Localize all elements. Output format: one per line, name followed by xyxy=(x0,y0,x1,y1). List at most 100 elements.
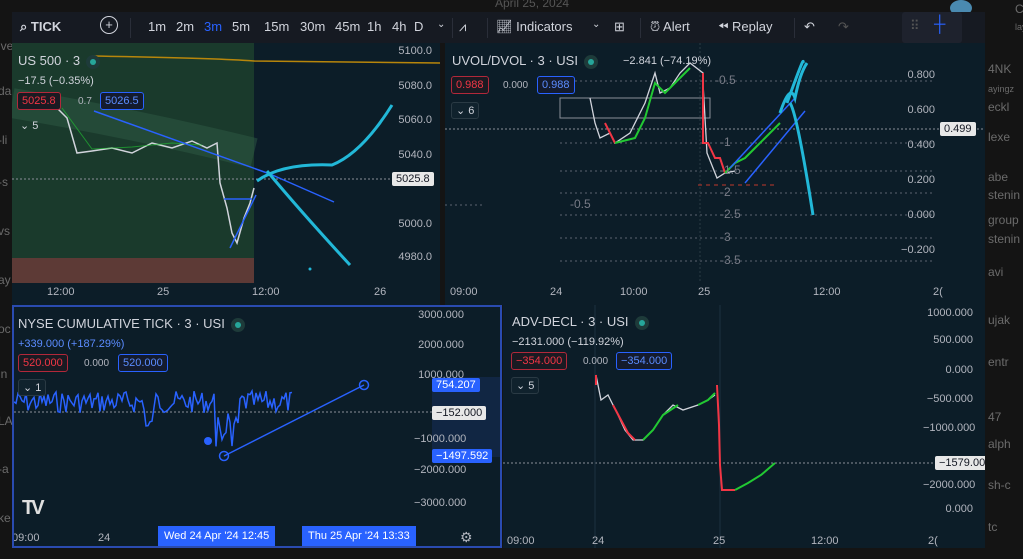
symbol-title[interactable]: ADV-DECL · 3 · USI xyxy=(512,314,649,330)
chart-pane-us500[interactable]: US 500 · 3 −17.5 (−0.35%) 5025.8 0.7 502… xyxy=(12,43,440,305)
buy-price-button[interactable]: 5026.5 xyxy=(100,92,144,110)
fib-level-label: -2 xyxy=(720,185,731,199)
chart-pane-nyse-tick[interactable]: NYSE CUMULATIVE TICK · 3 · USI +339.000 … xyxy=(12,305,502,548)
fib-level-label: -3 xyxy=(720,230,731,244)
price-change: −2.841 (−74.19%) xyxy=(623,55,712,67)
drawing-end-date-tooltip: Thu 25 Apr '24 13:33 xyxy=(302,526,416,546)
background-text: in xyxy=(0,366,8,381)
x-axis-label: 09:00 xyxy=(12,532,40,544)
indicators-button[interactable]: 📈︎ Indicators xyxy=(496,19,573,34)
market-status-dot-icon xyxy=(634,315,649,330)
indicators-chevron-down-icon[interactable]: ⌄ xyxy=(592,19,601,30)
session-background xyxy=(12,43,254,283)
y-axis-label: 5080.0 xyxy=(398,80,432,92)
y-axis-label: 5000.0 xyxy=(398,218,432,230)
floating-toolbar: ⠿ ┼ xyxy=(902,12,962,43)
y-axis-label: 5100.0 xyxy=(398,45,432,57)
drawing-start-date-tooltip: Wed 24 Apr '24 12:45 xyxy=(158,526,276,546)
sell-price-button[interactable]: −354.000 xyxy=(511,352,568,370)
background-text: stenin xyxy=(988,232,1021,246)
y-axis-label: −1000.000 xyxy=(923,422,976,434)
undo-icon[interactable]: ↶ xyxy=(804,19,815,34)
symbol-title[interactable]: NYSE CUMULATIVE TICK · 3 · USI xyxy=(18,316,245,332)
layouts-grid-icon[interactable]: ⊞ xyxy=(614,19,625,34)
collapse-indicators-button[interactable]: ⌄ 1 xyxy=(18,379,47,396)
x-axis-label: 25 xyxy=(157,286,170,298)
x-axis-label: 2( xyxy=(928,535,938,547)
y-axis-label: 5040.0 xyxy=(398,149,432,161)
y-axis-label: 1000.000 xyxy=(927,307,973,319)
crosshair-icon[interactable]: ┼ xyxy=(934,16,946,33)
interval-chevron-down-icon[interactable]: ⌄ xyxy=(437,19,446,30)
sell-price-button[interactable]: 5025.8 xyxy=(17,92,61,110)
collapse-indicators-button[interactable]: ⌄ 5 xyxy=(20,120,39,132)
background-text: ujak xyxy=(988,313,1011,327)
chart-type-line-icon[interactable]: ⩘ xyxy=(459,19,467,34)
search-icon: ⌕ xyxy=(20,19,31,34)
y-axis-label: 0.800 xyxy=(907,69,935,81)
fib-level-label: -1 xyxy=(720,135,731,149)
collapse-indicators-button[interactable]: ⌄ 6 xyxy=(451,102,480,119)
indicators-icon: 📈︎ xyxy=(496,19,517,34)
background-text: avi xyxy=(988,265,1004,279)
buy-price-button[interactable]: 0.988 xyxy=(537,76,575,94)
price-change: −17.5 (−0.35%) xyxy=(18,75,94,87)
interval-D[interactable]: D xyxy=(414,19,424,34)
collapse-indicators-button[interactable]: ⌄ 5 xyxy=(511,377,540,394)
sell-price-button[interactable]: 0.988 xyxy=(451,76,489,94)
buy-price-button[interactable]: 520.000 xyxy=(118,354,168,372)
x-axis-label: 12:00 xyxy=(252,286,280,298)
background-text: -li xyxy=(0,133,8,147)
interval-3m[interactable]: 3m xyxy=(204,19,223,34)
us500-chart-drawing xyxy=(12,55,440,283)
background-text: entr xyxy=(988,355,1009,369)
market-status-dot-icon xyxy=(86,54,101,69)
background-text: 47 xyxy=(988,410,1002,424)
symbol-search-button[interactable]: ⌕ TICK xyxy=(20,19,62,34)
interval-5m[interactable]: 5m xyxy=(232,19,251,34)
interval-15m[interactable]: 15m xyxy=(264,19,290,34)
sell-price-button[interactable]: 520.000 xyxy=(18,354,68,372)
interval-1m[interactable]: 1m xyxy=(148,19,167,34)
buy-price-button[interactable]: −354.000 xyxy=(616,352,673,370)
fib-level-label: -1.5 xyxy=(720,163,741,177)
y-axis-label: 0.200 xyxy=(907,174,935,186)
background-text: 4NK xyxy=(988,62,1012,76)
advdecl-chart-drawing xyxy=(503,305,985,548)
symbol-title[interactable]: US 500 · 3 xyxy=(18,53,101,69)
interval-2m[interactable]: 2m xyxy=(176,19,195,34)
spread: 0.7 xyxy=(78,96,92,107)
interval-4h[interactable]: 4h xyxy=(392,19,407,34)
interval-30m[interactable]: 30m xyxy=(300,19,326,34)
x-axis-label: 26 xyxy=(374,286,387,298)
chart-pane-uvol-dvol[interactable]: -0.5 -0.5 -1 -1.5 -2 -2.5 -3 -3.5 UVOL/DVOL · 3… xyxy=(445,43,985,305)
background-text: abe xyxy=(988,170,1009,184)
drawing-lower-price-label: −1497.592 xyxy=(432,449,493,463)
compare-symbol-plus-icon[interactable]: + xyxy=(100,16,118,34)
symbol-title[interactable]: UVOL/DVOL · 3 · USI xyxy=(452,53,598,69)
background-date: April 25, 2024 xyxy=(495,0,570,10)
interval-1h[interactable]: 1h xyxy=(367,19,382,34)
background-text: group xyxy=(988,213,1019,227)
background-text: stenin xyxy=(988,188,1021,202)
drag-handle-icon[interactable]: ⠿ xyxy=(910,18,920,33)
chart-pane-adv-decl[interactable]: ADV-DECL · 3 · USI −2131.000 (−119.92%) … xyxy=(503,305,985,548)
y-axis-label: −0.200 xyxy=(901,244,935,256)
replay-button[interactable]: ⏪︎ Replay xyxy=(718,19,773,34)
y-axis-label: 0.000 xyxy=(945,503,973,515)
y-axis-label: −500.000 xyxy=(926,393,973,405)
background-text: -a xyxy=(0,462,9,476)
y-axis-label: 0.000 xyxy=(907,209,935,221)
y-axis-label: 5060.0 xyxy=(398,114,432,126)
current-price-label: −1579.000 xyxy=(935,456,985,470)
market-status-dot-icon xyxy=(230,317,245,332)
tradingview-logo[interactable]: TV xyxy=(22,497,44,519)
interval-45m[interactable]: 45m xyxy=(335,19,361,34)
x-axis-label: 24 xyxy=(592,535,605,547)
settings-gear-icon[interactable]: ⚙ xyxy=(460,529,473,545)
y-axis-label: −2000.000 xyxy=(923,479,976,491)
x-axis-label: 12:00 xyxy=(47,286,75,298)
redo-icon[interactable]: ↷ xyxy=(838,19,849,34)
background-text: vs xyxy=(0,224,10,238)
alert-button[interactable]: ⏰︎ Alert xyxy=(650,19,690,34)
